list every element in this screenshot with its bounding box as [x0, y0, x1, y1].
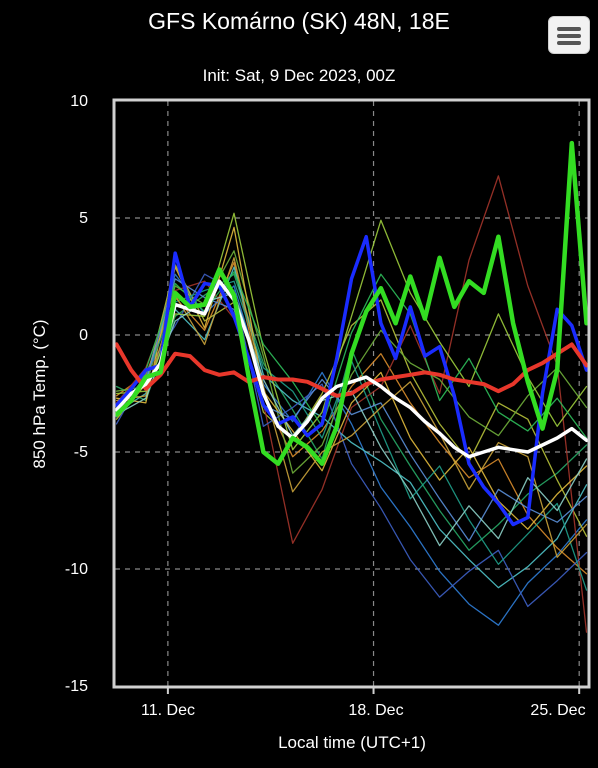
x-tick-label: 18. Dec	[348, 702, 403, 719]
y-tick-label: 5	[79, 210, 88, 227]
operational-line	[115, 234, 588, 527]
climate-line	[115, 342, 588, 398]
y-tick-label: -10	[65, 561, 88, 578]
y-axis-title: 850 hPa Temp. (°C)	[30, 319, 49, 468]
ensemble-member-line	[115, 261, 588, 575]
x-tick-label: 11. Dec	[141, 702, 195, 719]
ensemble-member-line	[115, 226, 588, 530]
ensemble-member-line	[115, 273, 588, 608]
y-tick-label: 0	[79, 327, 88, 344]
grid-layer	[115, 101, 588, 694]
hamburger-menu-icon[interactable]	[548, 16, 590, 54]
ensemble-member-line	[115, 212, 588, 451]
menu-bar-middle	[557, 34, 581, 38]
plot-frame	[112, 98, 591, 689]
ensemble-member-line	[115, 278, 588, 542]
control-line	[115, 140, 588, 466]
ensemble-mean-line	[115, 279, 588, 459]
menu-bar-top	[557, 27, 581, 31]
series-layer	[115, 140, 588, 633]
x-axis-title: Local time (UTC+1)	[278, 733, 426, 752]
ensemble-member-line	[115, 266, 588, 589]
y-tick-label: -5	[74, 444, 88, 461]
chart-title: GFS Komárno (SK) 48N, 18E	[148, 8, 450, 34]
y-tick-label: -15	[65, 678, 88, 695]
x-tick-label: 25. Dec	[530, 702, 585, 719]
y-tick-label: 10	[70, 93, 88, 110]
chart-subtitle: Init: Sat, 9 Dec 2023, 00Z	[202, 66, 396, 85]
ensemble-member-line	[115, 175, 588, 633]
menu-bar-bottom	[557, 41, 581, 45]
